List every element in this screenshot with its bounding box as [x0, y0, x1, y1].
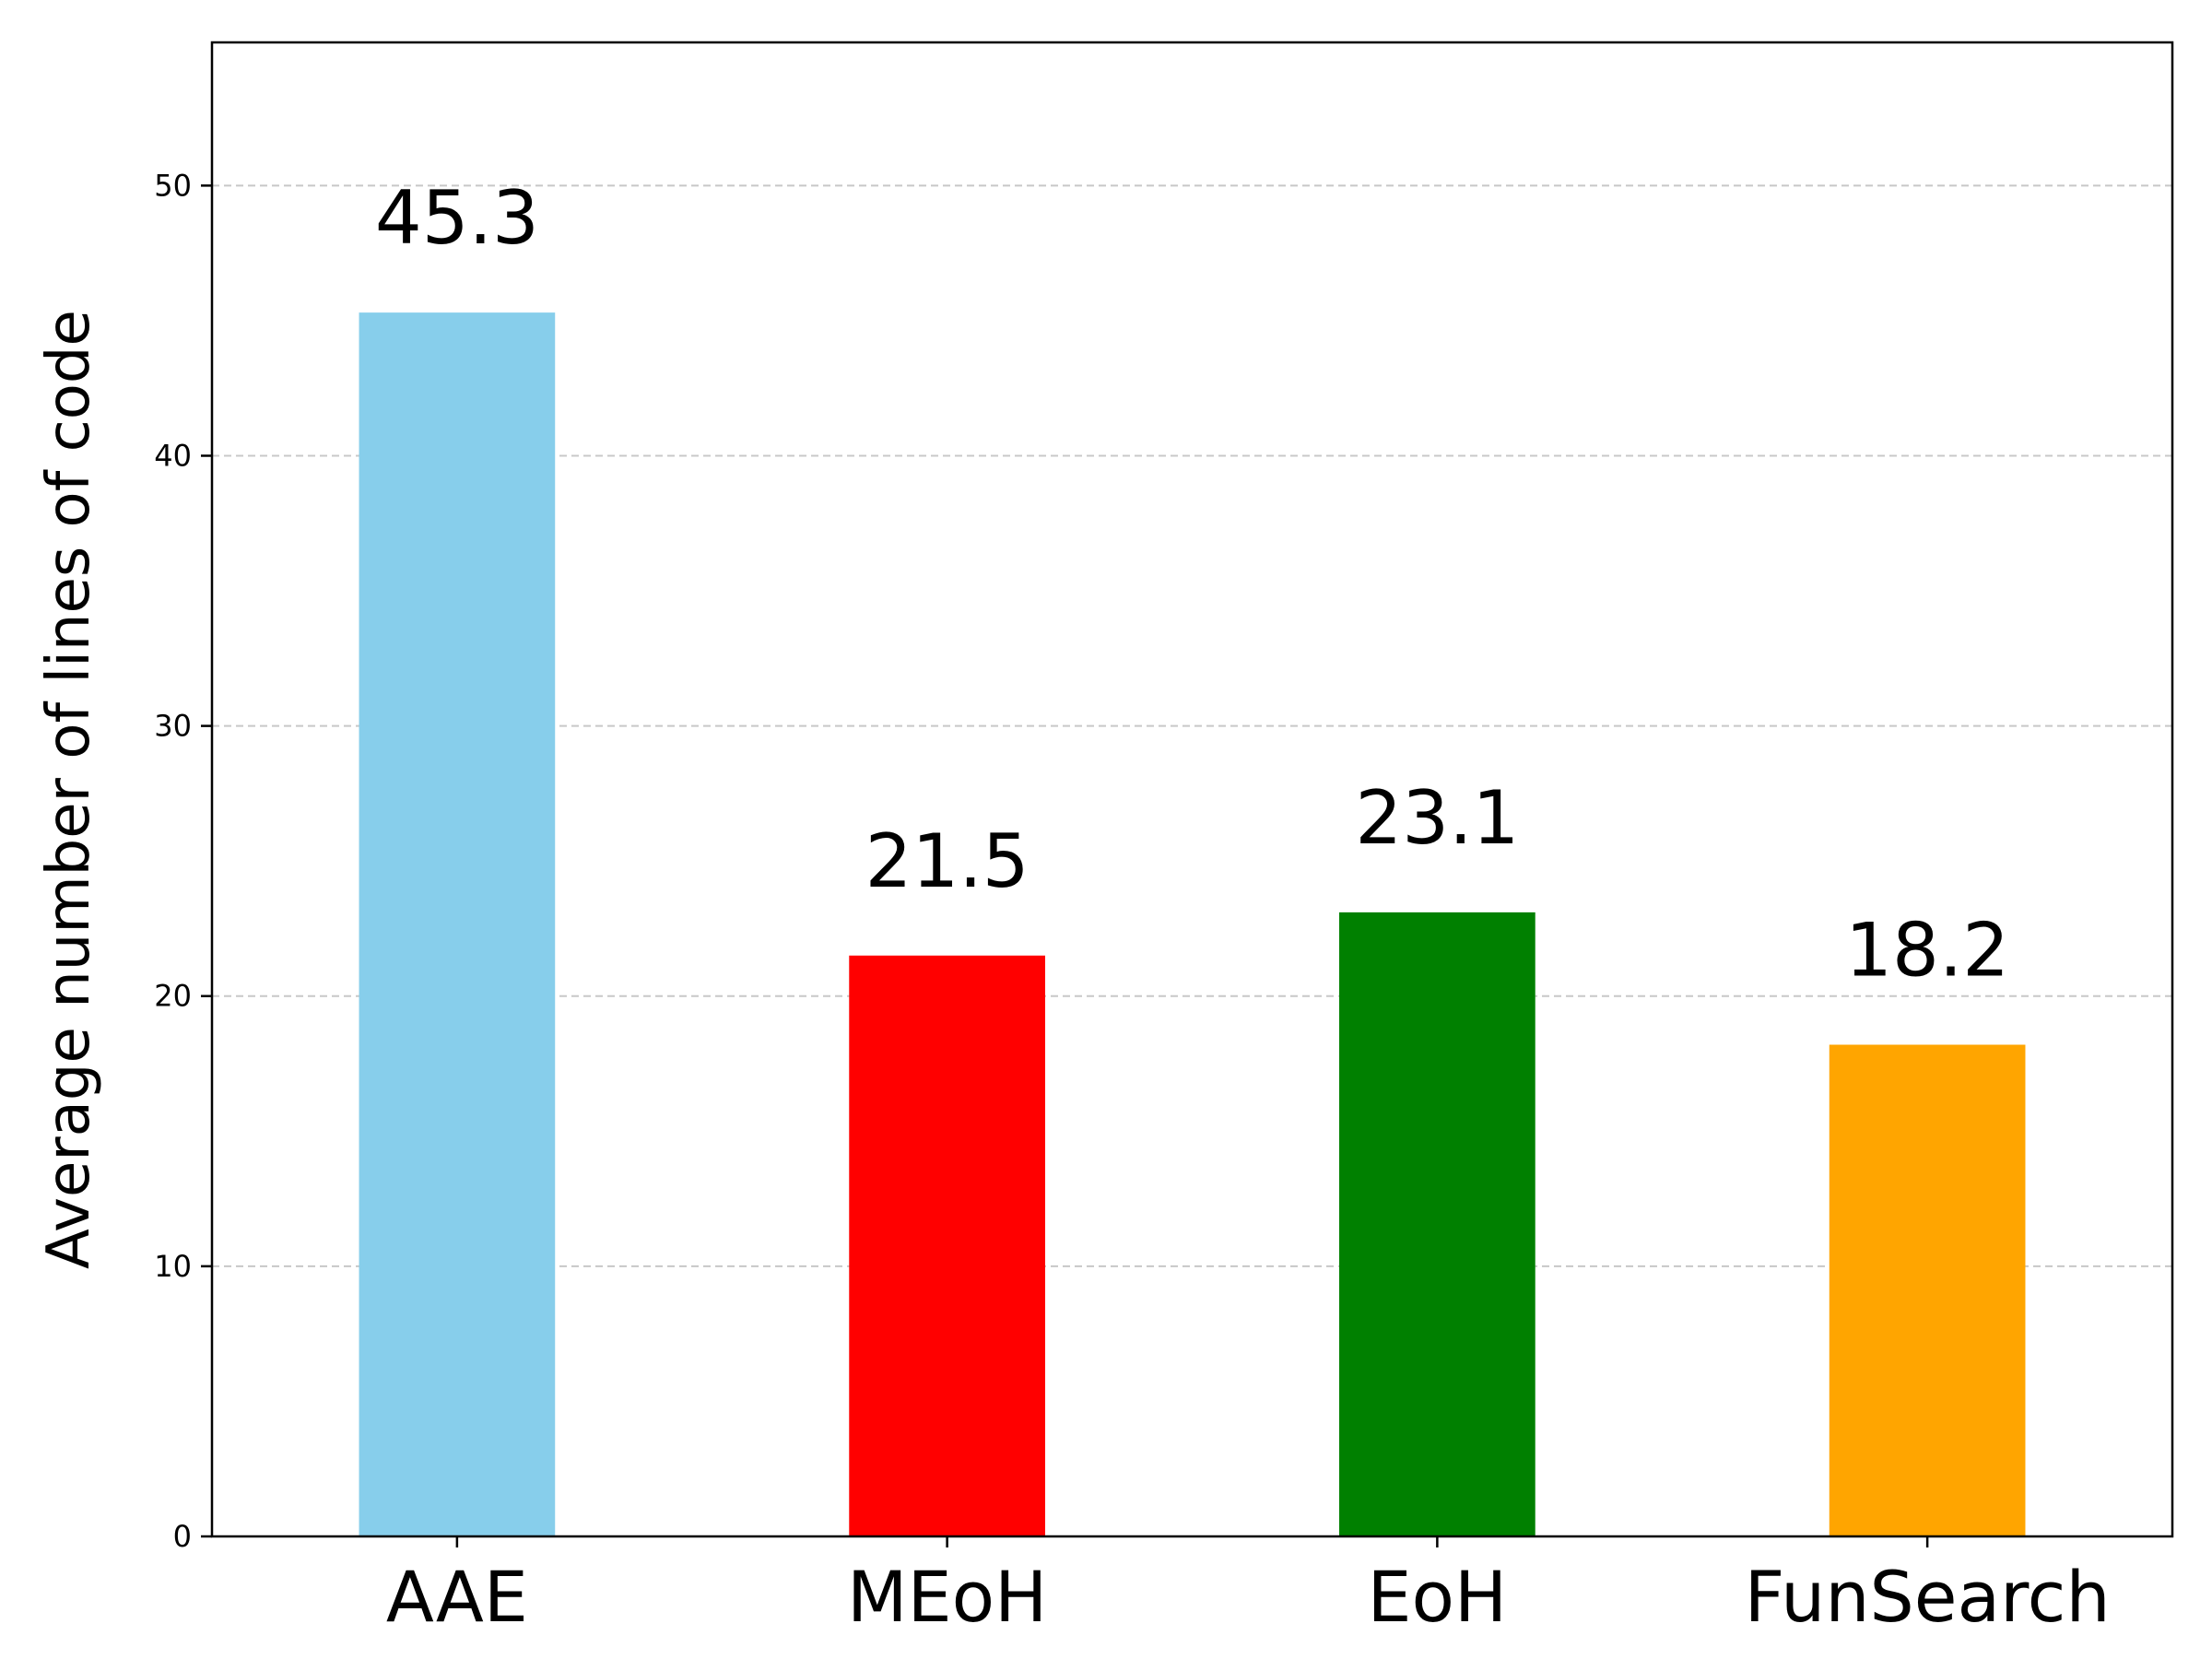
- bar-aae: [359, 312, 556, 1536]
- x-tick-label-aae: AAE: [386, 1556, 528, 1638]
- value-label-aae: 45.3: [375, 175, 539, 261]
- plot-area-frame: [210, 41, 2174, 1538]
- bar-meoh: [849, 955, 1045, 1536]
- y-tick-label: 0: [173, 1519, 192, 1554]
- value-label-meoh: 21.5: [865, 818, 1030, 904]
- value-label-funsearch: 18.2: [1845, 908, 2009, 994]
- bar-funsearch: [1829, 1044, 2026, 1536]
- value-label-eoh: 23.1: [1355, 775, 1519, 861]
- value-labels: 45.3 21.5 23.1 18.2: [375, 175, 2009, 993]
- y-tick-label: 50: [154, 168, 192, 203]
- bars: [359, 312, 2026, 1536]
- bar-eoh: [1339, 912, 1535, 1536]
- x-tick-label-funsearch: FunSearch: [1745, 1556, 2111, 1638]
- y-tick-label: 30: [154, 709, 192, 744]
- x-tick-label-meoh: MEoH: [847, 1556, 1047, 1638]
- x-ticks: AAE MEoH EoH FunSearch: [386, 1536, 2111, 1638]
- y-tick-label: 10: [154, 1249, 192, 1284]
- x-tick-label-eoh: EoH: [1368, 1556, 1508, 1638]
- y-ticks: 0 10 20 30 40 50: [154, 168, 212, 1554]
- y-tick-label: 20: [154, 979, 192, 1014]
- y-axis-label: Average number of lines of code: [35, 310, 103, 1269]
- y-tick-label: 40: [154, 438, 192, 473]
